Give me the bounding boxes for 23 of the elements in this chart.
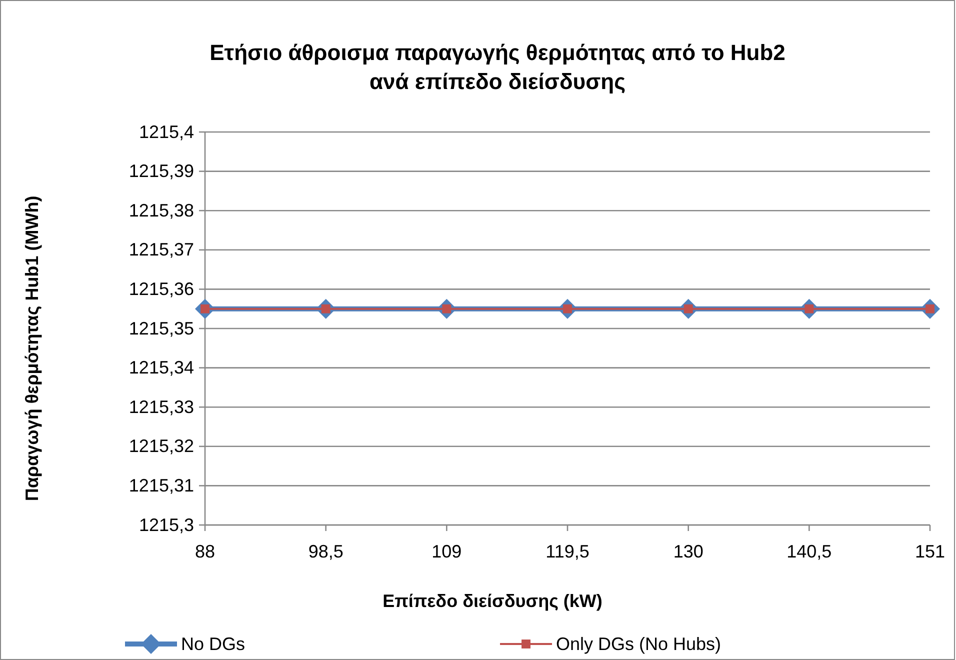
y-tick-label: 1215,39 xyxy=(128,161,194,182)
legend-label: Only DGs (No Hubs) xyxy=(556,634,722,654)
y-tick-label: 1215,32 xyxy=(128,436,194,456)
y-tick-label: 1215,34 xyxy=(128,358,194,378)
y-tick-label: 1215,38 xyxy=(128,200,194,220)
y-tick-label: 1215,4 xyxy=(138,122,194,142)
x-tick-label: 119,5 xyxy=(546,541,590,562)
x-axis-title: Επίπεδο διείσδυσης (kW) xyxy=(382,591,602,611)
y-tick-label: 1215,33 xyxy=(128,396,194,417)
y-axis-title: Παραγωγή θερμότητας Hub1 (MWh) xyxy=(22,196,42,502)
y-tick-label: 1215,35 xyxy=(128,318,194,338)
y-tick-label: 1215,37 xyxy=(128,240,194,260)
x-tick-label: 88 xyxy=(194,541,216,562)
x-tick-label: 130 xyxy=(673,541,704,562)
chart-title: Ετήσιο άθροισμα παραγωγής θερμότητας από το Hub2 ανά επίπεδο διείσδυσης xyxy=(210,40,786,94)
legend-label: No DGs xyxy=(181,634,246,654)
x-tick-label: 140,5 xyxy=(786,541,832,562)
x-tick-label: 98,5 xyxy=(308,541,344,562)
y-tick-label: 1215,31 xyxy=(128,475,194,496)
y-tick-label: 1215,3 xyxy=(138,514,194,535)
y-tick-label: 1215,36 xyxy=(128,278,194,299)
x-tick-label: 151 xyxy=(914,541,946,562)
x-tick-label: 109 xyxy=(432,541,462,562)
